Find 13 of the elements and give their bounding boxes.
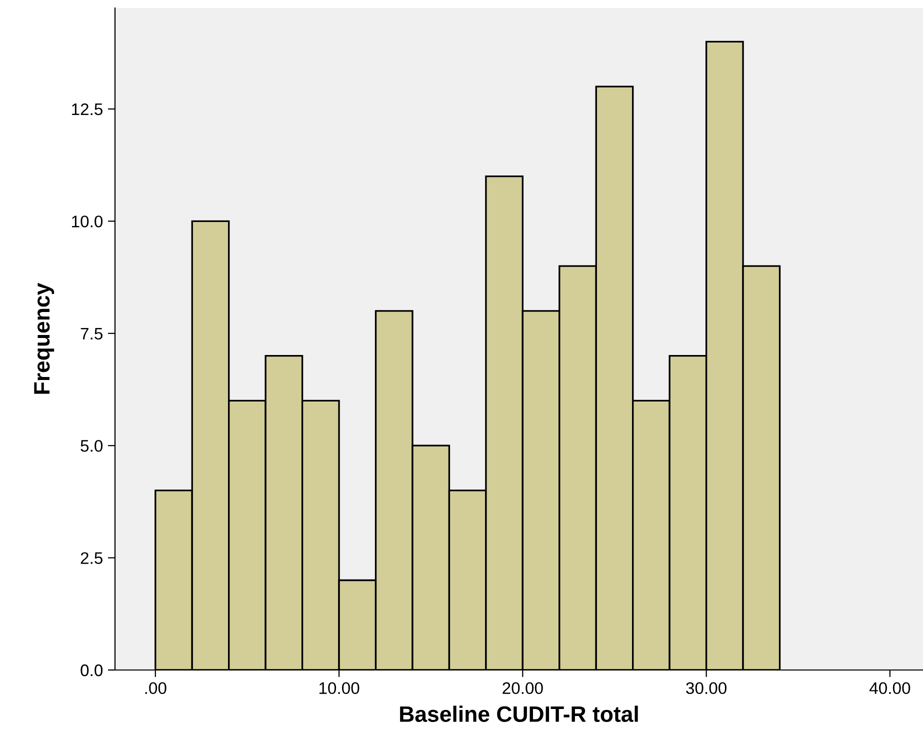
y-tick-label: 2.5 [80,552,102,564]
x-axis-title: Baseline CUDIT-R total [400,706,638,722]
x-tick-label: 40.00 [869,682,910,694]
x-tick-label: 10.00 [319,682,360,694]
y-tick-label: 7.5 [80,328,102,340]
x-tick-label: .00 [145,682,166,694]
x-tick-label: 30.00 [686,682,727,694]
y-tick-label: 5.0 [80,440,103,452]
y-tick-label: 0.0 [80,664,103,676]
y-axis-title: Frequency [34,282,54,394]
y-tick-label: 12.5 [72,103,102,116]
x-tick-label: 20.00 [502,682,543,694]
y-tick-label: 10.0 [72,216,103,228]
